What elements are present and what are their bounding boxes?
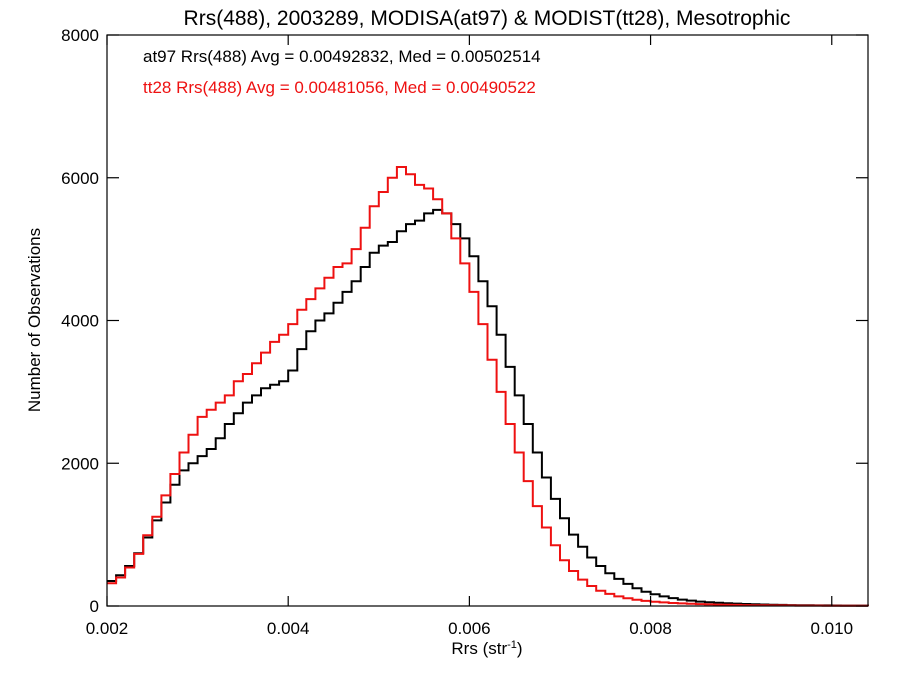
y-tick-label: 8000	[61, 26, 99, 45]
plot-frame	[106, 34, 869, 607]
x-axis-label: Rrs (str-1)	[451, 639, 522, 658]
chart-title: Rrs(488), 2003289, MODISA(at97) & MODIST…	[184, 7, 791, 30]
y-axis-ticks: 0 2000 4000 6000 8000	[61, 26, 868, 616]
y-tick-label: 6000	[61, 169, 99, 188]
x-axis-ticks: 0.002 0.004 0.006 0.008 0.010	[86, 35, 853, 638]
legend-entry-tt28: tt28 Rrs(488) Avg = 0.00481056, Med = 0.…	[143, 78, 536, 97]
legend-entry-at97: at97 Rrs(488) Avg = 0.00492832, Med = 0.…	[143, 47, 541, 66]
x-tick-label: 0.008	[629, 619, 672, 638]
series-line-tt28	[107, 166, 869, 607]
x-tick-label: 0.004	[267, 619, 310, 638]
y-tick-label: 4000	[61, 312, 99, 331]
y-tick-label: 2000	[61, 454, 99, 473]
x-tick-label: 0.010	[810, 619, 853, 638]
y-tick-label: 0	[90, 597, 99, 616]
x-tick-label: 0.002	[86, 619, 129, 638]
x-tick-label: 0.006	[448, 619, 491, 638]
y-axis-label: Number of Observations	[25, 228, 44, 412]
series-line-at97	[107, 208, 869, 607]
series-layer	[107, 166, 869, 607]
